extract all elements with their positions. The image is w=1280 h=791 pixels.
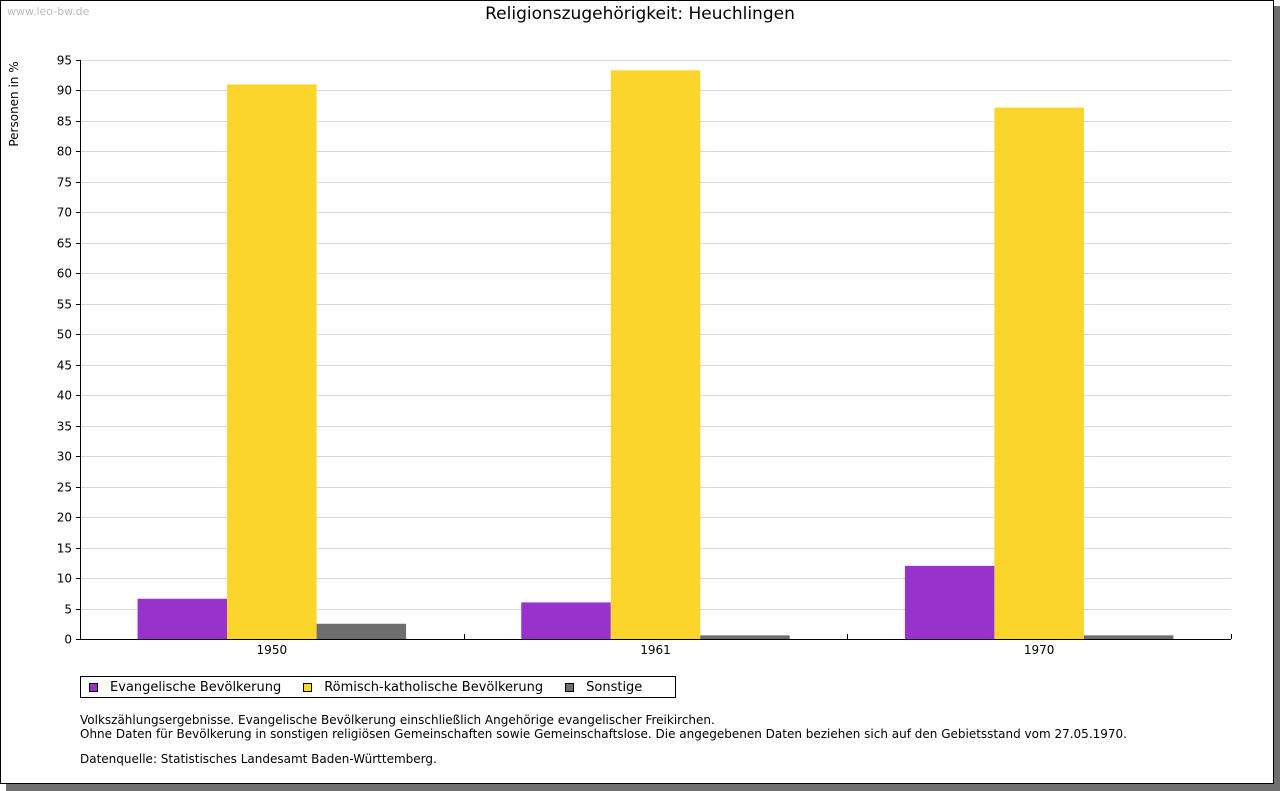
bar-1970-1 (994, 107, 1084, 640)
x-tick-label: 1970 (1024, 643, 1055, 657)
y-tick-label: 40 (57, 389, 72, 403)
data-source: Datenquelle: Statistisches Landesamt Bad… (80, 752, 437, 766)
y-tick-label: 90 (57, 84, 72, 98)
y-tick-label: 60 (57, 267, 72, 281)
chart-title: Religionszugehörigkeit: Heuchlingen (485, 4, 795, 24)
legend-item-katholisch: Römisch-katholische Bevölkerung (303, 680, 543, 695)
frame-shadow-bottom (6, 784, 1280, 791)
note-line-2: Ohne Daten für Bevölkerung in sonstigen … (80, 727, 1127, 741)
legend-swatch (89, 682, 98, 692)
bar-1950-1 (227, 84, 317, 639)
legend: Evangelische Bevölkerung Römisch-katholi… (80, 676, 676, 698)
legend-swatch (303, 682, 313, 692)
y-tick-label: 0 (64, 633, 72, 647)
source-link[interactable]: www.leo-bw.de (7, 5, 90, 18)
chart-notes: Volkszählungsergebnisse. Evangelische Be… (80, 713, 1127, 741)
bar-1961-0 (521, 602, 611, 639)
legend-label: Römisch-katholische Bevölkerung (324, 679, 544, 695)
bar-1950-0 (137, 598, 228, 639)
note-line-1: Volkszählungsergebnisse. Evangelische Be… (80, 713, 715, 727)
legend-swatch (565, 682, 575, 692)
y-tick-label: 95 (57, 54, 72, 68)
y-tick-label: 30 (57, 450, 72, 464)
y-tick-label: 10 (57, 572, 72, 586)
y-tick-label: 80 (57, 145, 72, 159)
y-tick-label: 65 (57, 237, 72, 251)
legend-label: Evangelische Bevölkerung (110, 679, 282, 695)
y-tick-label: 15 (57, 542, 72, 556)
bars (137, 70, 1174, 640)
y-tick-label: 5 (64, 603, 72, 617)
bar-1970-2 (1083, 635, 1174, 639)
bar-1970-0 (904, 565, 995, 639)
y-tick-label: 75 (57, 176, 72, 190)
y-tick-label: 45 (57, 359, 72, 373)
y-tick-label: 25 (57, 481, 72, 495)
y-tick-label: 55 (57, 298, 72, 312)
bar-1961-1 (610, 70, 701, 639)
legend-item-sonstige: Sonstige (565, 680, 642, 695)
y-tick-label: 50 (57, 328, 72, 342)
legend-item-evangelisch: Evangelische Bevölkerung (89, 680, 281, 695)
x-tick-label: 1950 (257, 643, 288, 657)
bar-1950-2 (316, 623, 407, 639)
legend-label: Sonstige (586, 679, 643, 695)
frame-shadow-right (1274, 6, 1280, 791)
y-tick-label: 20 (57, 511, 72, 525)
axes: 0 5 10 15 20 25 30 35 40 45 50 55 60 65 70 75 80 85 90 95 19… (57, 54, 1232, 657)
y-tick-label: 70 (57, 206, 72, 220)
bar-1961-2 (700, 635, 790, 639)
x-tick-label: 1961 (640, 643, 671, 657)
y-tick-label: 35 (57, 420, 72, 434)
y-tick-label: 85 (57, 115, 72, 129)
